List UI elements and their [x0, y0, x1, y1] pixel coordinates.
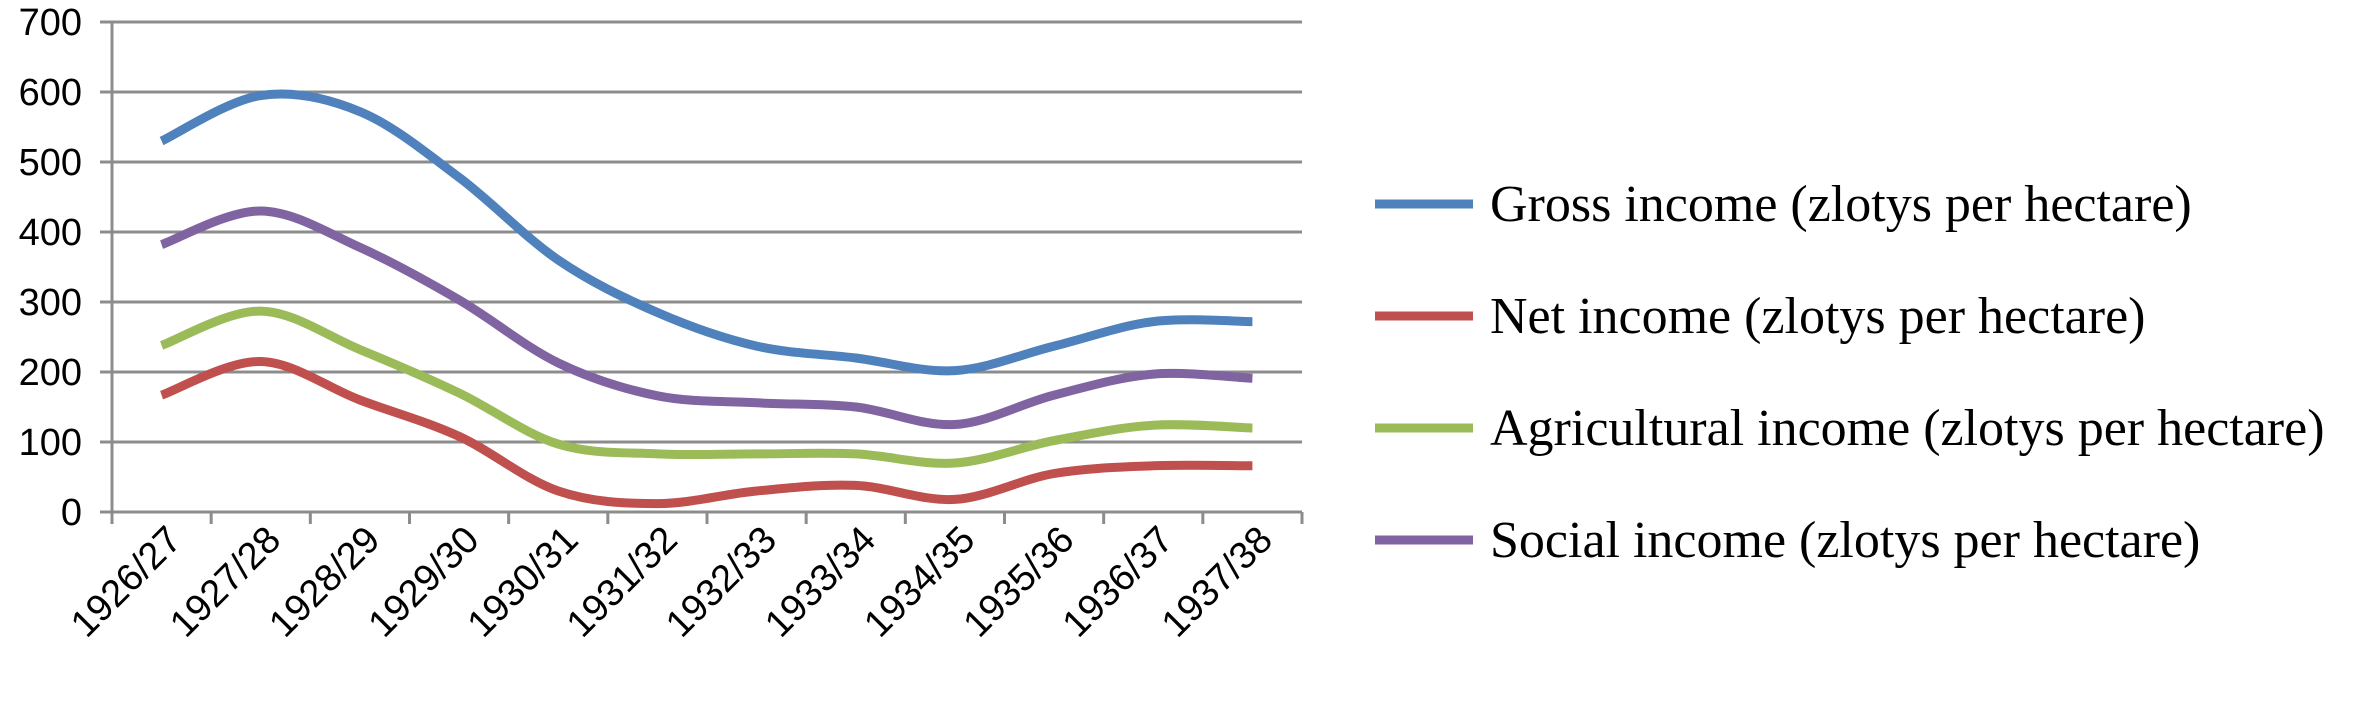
x-tick-label: 1926/27 — [63, 519, 190, 646]
y-tick-label: 600 — [19, 72, 82, 114]
legend-label: Net income (zlotys per hectare) — [1490, 288, 2145, 345]
y-tick-label: 0 — [61, 492, 82, 534]
legend: Gross income (zlotys per hectare) Net inc… — [1375, 176, 2325, 569]
x-tick-label: 1936/37 — [1055, 519, 1182, 646]
y-tick-label: 500 — [19, 142, 82, 184]
x-tick-label: 1932/33 — [658, 519, 785, 646]
x-tick-label: 1934/35 — [856, 519, 983, 646]
x-tick-label: 1935/36 — [956, 519, 1083, 646]
x-tick-label: 1930/31 — [460, 519, 587, 646]
x-tick-label: 1928/29 — [261, 519, 388, 646]
y-tick-label: 100 — [19, 422, 82, 464]
series-line-agricultural — [159, 306, 1253, 468]
y-tick-label: 400 — [19, 212, 82, 254]
y-tick-label: 700 — [19, 2, 82, 44]
x-tick-label: 1937/38 — [1154, 519, 1281, 646]
x-tick-label: 1931/32 — [559, 519, 686, 646]
series-lines — [159, 89, 1253, 509]
x-tick-label: 1927/28 — [162, 519, 289, 646]
y-tick-label: 200 — [19, 352, 82, 394]
legend-label: Gross income (zlotys per hectare) — [1490, 176, 2192, 233]
series-line-social — [160, 206, 1253, 430]
legend-label: Agricultural income (zlotys per hectare) — [1490, 400, 2325, 457]
x-tick-label: 1933/34 — [757, 519, 884, 646]
legend-label: Social income (zlotys per hectare) — [1490, 512, 2200, 569]
series-line-net — [159, 356, 1253, 509]
y-tick-label: 300 — [19, 282, 82, 324]
series-line-gross — [159, 89, 1253, 376]
x-tick-label: 1929/30 — [361, 519, 488, 646]
